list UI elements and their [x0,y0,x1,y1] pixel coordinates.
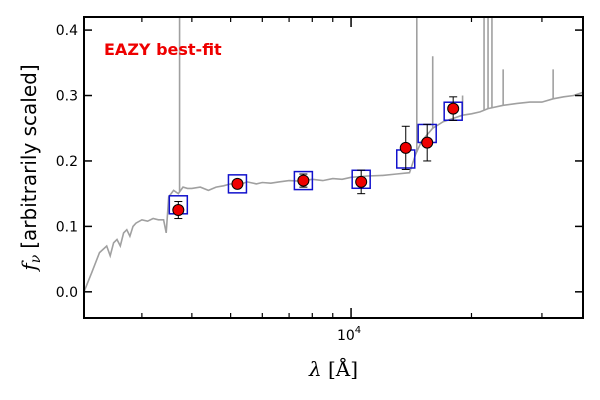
observed-flux-point [297,174,310,187]
y-axis-text: [arbitrarily scaled] [17,64,41,248]
plot-content [84,17,583,293]
y-axis-label: fν[arbitrarily scaled] [17,64,44,272]
y-axis-subscript: ν [28,254,44,263]
model-flux-box [227,174,248,194]
observed-flux-point [355,175,368,188]
observed-flux-point [399,141,412,154]
observed-flux-point [231,177,244,190]
model-flux-box [293,170,314,191]
x-axis-symbol: λ [308,357,322,381]
plot-frame [83,16,584,319]
axis-ticks: 0.0 0.1 0.2 0.3 0.4 104 [56,17,583,344]
y-tick-label: 0.2 [56,154,78,170]
y-tick-label: 0.4 [56,23,78,39]
observed-flux-point [447,102,460,115]
template-spectrum-line [84,91,583,293]
x-axis-unit: [Å] [328,356,358,381]
x-axis-label: λ [Å] [308,356,358,381]
x-tick-label: 104 [337,325,361,344]
observed-flux-point [172,204,185,217]
observed-flux-point [421,136,434,149]
y-tick-label: 0.0 [56,285,78,301]
eazy-best-fit-label: EAZY best-fit [104,40,222,59]
y-tick-label: 0.1 [56,219,78,235]
y-tick-label: 0.3 [56,89,78,105]
